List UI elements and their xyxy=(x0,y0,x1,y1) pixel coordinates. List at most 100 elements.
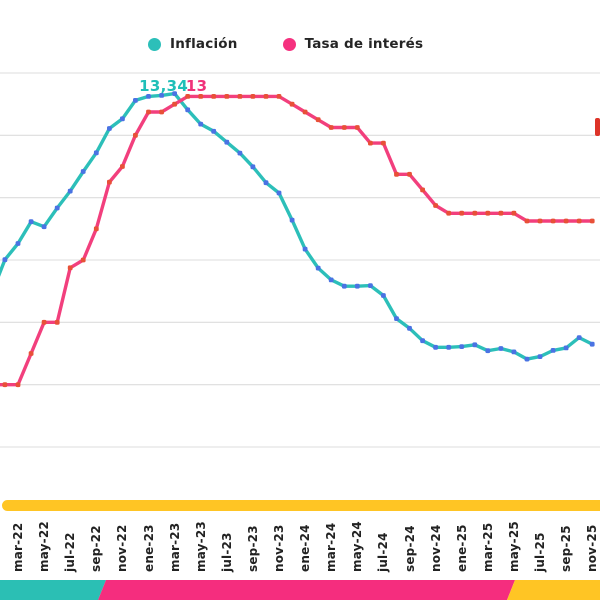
x-tick-label: sep-23 xyxy=(245,525,260,572)
data-point-marker xyxy=(459,210,465,216)
x-tick-label: mar-22 xyxy=(11,522,25,572)
footer-band-teal xyxy=(0,580,106,600)
data-point-marker xyxy=(354,283,360,289)
data-point-marker xyxy=(172,91,177,96)
data-point-marker xyxy=(93,226,99,232)
data-point-marker xyxy=(211,128,217,134)
data-point-marker xyxy=(341,283,347,289)
data-point-marker xyxy=(28,351,34,356)
footer-band-yellow xyxy=(507,580,600,600)
data-point-marker xyxy=(381,293,386,298)
data-point-marker xyxy=(485,348,491,354)
series-line-Tasa de interés xyxy=(0,94,594,387)
data-point-marker xyxy=(185,94,191,99)
data-point-marker xyxy=(394,316,399,321)
data-point-marker xyxy=(120,164,125,169)
data-point-marker xyxy=(446,344,452,350)
series-line-Inflación xyxy=(0,91,594,361)
data-point-marker xyxy=(433,344,438,350)
chart-legend: Inflación Tasa de interés xyxy=(148,36,423,52)
legend-item-Inflación[interactable]: Inflación xyxy=(148,36,238,52)
data-point-marker xyxy=(563,218,569,224)
data-point-marker xyxy=(368,283,373,288)
data-point-marker xyxy=(2,382,8,388)
data-point-marker xyxy=(394,171,399,177)
data-point-marker xyxy=(120,116,125,122)
data-point-marker xyxy=(576,218,582,224)
x-tick-label: ene-25 xyxy=(454,524,469,572)
x-tick-label: may-22 xyxy=(37,521,52,572)
x-tick-label: ene-24 xyxy=(298,524,313,572)
data-point-marker xyxy=(185,107,191,113)
data-point-marker xyxy=(80,169,86,174)
data-point-marker xyxy=(198,94,204,99)
x-tick-label: nov-23 xyxy=(272,524,286,573)
x-tick-label: sep-22 xyxy=(89,525,104,572)
x-tick-label: mar-24 xyxy=(324,522,339,572)
data-point-marker xyxy=(328,277,334,283)
data-point-marker xyxy=(524,218,530,224)
data-point-marker xyxy=(263,180,269,186)
data-point-marker xyxy=(420,338,425,344)
data-point-marker xyxy=(381,140,386,146)
data-point-marker xyxy=(237,94,243,99)
data-point-marker xyxy=(54,205,60,211)
peak-value-label: 13 xyxy=(185,77,208,96)
data-point-marker xyxy=(302,246,308,252)
data-point-marker xyxy=(54,319,60,325)
x-tick-label: jul-22 xyxy=(63,532,78,572)
data-point-marker xyxy=(368,140,373,146)
x-tick-label: ene-23 xyxy=(141,524,156,572)
data-point-marker xyxy=(315,265,321,271)
data-point-marker xyxy=(341,125,347,130)
data-point-marker xyxy=(41,319,47,325)
data-point-marker xyxy=(276,94,282,99)
data-point-marker xyxy=(93,150,99,156)
data-point-marker xyxy=(459,344,465,349)
data-point-marker xyxy=(563,345,569,351)
data-point-marker xyxy=(354,125,360,130)
data-point-marker xyxy=(224,139,230,145)
data-point-marker xyxy=(250,164,256,170)
x-tick-label: nov-24 xyxy=(428,524,443,573)
data-point-marker xyxy=(146,94,151,99)
x-tick-label: may-23 xyxy=(193,521,208,572)
data-point-marker xyxy=(485,210,491,216)
x-tick-label: jul-24 xyxy=(376,532,391,572)
data-point-marker xyxy=(250,94,256,99)
legend-label: Tasa de interés xyxy=(304,36,424,52)
data-point-marker xyxy=(2,257,8,263)
x-tick-label: mar-23 xyxy=(167,522,182,572)
data-point-marker xyxy=(15,382,21,388)
data-point-marker xyxy=(133,98,138,103)
data-point-marker xyxy=(198,121,204,127)
data-point-marker xyxy=(107,126,112,131)
data-point-marker xyxy=(67,265,73,271)
data-point-marker xyxy=(589,218,595,224)
x-tick-label: sep-25 xyxy=(559,525,574,572)
data-point-marker xyxy=(498,346,504,351)
data-point-marker xyxy=(589,341,595,347)
x-tick-label: mar-25 xyxy=(480,522,495,572)
data-point-marker xyxy=(550,218,556,224)
data-point-marker xyxy=(328,125,334,130)
x-tick-label: may-24 xyxy=(350,521,365,572)
data-point-marker xyxy=(302,109,308,115)
data-point-marker xyxy=(511,349,517,355)
legend-item-Tasa de interés[interactable]: Tasa de interés xyxy=(282,36,424,52)
data-point-marker xyxy=(28,219,34,225)
x-tick-label: jul-23 xyxy=(219,532,234,572)
x-axis-bar xyxy=(2,500,600,511)
data-point-marker xyxy=(407,171,412,177)
legend-label: Inflación xyxy=(170,36,238,52)
data-point-marker xyxy=(41,224,47,230)
data-point-marker xyxy=(67,188,73,194)
data-point-marker xyxy=(289,217,295,223)
data-point-marker xyxy=(224,94,230,99)
x-tick-label: nov-22 xyxy=(115,524,130,573)
data-point-marker xyxy=(472,210,478,216)
data-point-marker xyxy=(420,187,425,193)
data-point-marker xyxy=(80,257,86,263)
x-tick-label: sep-24 xyxy=(402,525,417,572)
